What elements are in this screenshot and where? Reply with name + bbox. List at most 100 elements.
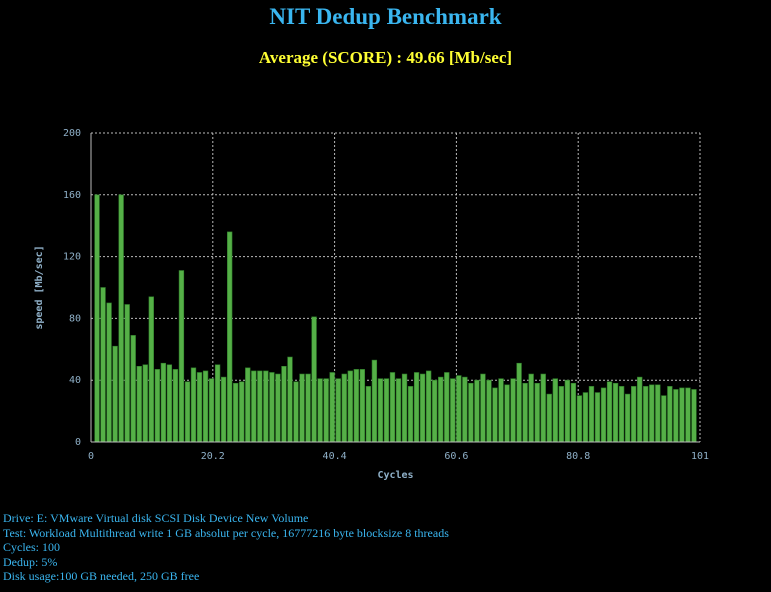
bar	[510, 378, 516, 443]
bar	[582, 392, 589, 443]
bar	[341, 373, 347, 443]
bar	[214, 364, 221, 443]
bar	[498, 378, 504, 443]
tick-labels: 0 40 80 120 160 200 0 20.2 40.4 60.6 80.8 101	[63, 128, 709, 462]
dedup-info: Dedup: 5%	[3, 554, 58, 569]
bar	[257, 370, 263, 443]
bar	[335, 378, 341, 443]
bar	[245, 367, 251, 443]
bar	[486, 379, 492, 443]
bar	[293, 381, 299, 443]
y-tick-label: 40	[69, 375, 81, 386]
bar	[323, 378, 329, 443]
bar	[419, 373, 426, 443]
bar	[606, 381, 613, 443]
bar	[371, 359, 378, 443]
bar	[112, 345, 118, 443]
bar	[612, 382, 619, 443]
test-info: Test: Workload Multithread write 1 GB ab…	[3, 525, 449, 540]
x-tick-label: 60.6	[444, 451, 468, 462]
bar	[631, 386, 637, 443]
bar	[359, 369, 365, 443]
x-tick-label: 80.8	[566, 451, 590, 462]
bar	[287, 356, 293, 443]
bar	[233, 382, 239, 443]
bar	[673, 389, 679, 443]
bar	[667, 386, 673, 443]
bar	[160, 362, 167, 443]
bar	[474, 379, 480, 443]
bar	[395, 378, 402, 443]
cycles-info: Cycles: 100	[3, 540, 60, 554]
bar	[588, 386, 595, 443]
bar	[516, 362, 522, 443]
bar	[534, 382, 540, 443]
bar	[383, 378, 390, 443]
bar	[305, 373, 311, 443]
y-axis-label: speed [Mb/sec]	[34, 245, 45, 329]
bar	[239, 381, 245, 443]
bar	[184, 381, 191, 443]
y-tick-label: 200	[63, 128, 81, 139]
bar	[100, 287, 106, 443]
bar	[438, 376, 444, 443]
bar	[685, 387, 691, 443]
bar	[637, 376, 643, 443]
bar	[413, 372, 420, 443]
bar	[552, 378, 558, 443]
bar	[546, 393, 552, 443]
bar	[426, 370, 432, 443]
bar	[576, 395, 583, 443]
x-tick-label: 0	[88, 451, 94, 462]
bar	[148, 296, 154, 443]
x-tick-label: 101	[691, 451, 709, 462]
bar	[492, 387, 498, 443]
bar	[468, 382, 474, 443]
average-score: Average (SCORE) : 49.66 [Mb/sec]	[258, 48, 513, 67]
bar	[275, 373, 281, 443]
y-tick-label: 80	[69, 313, 81, 324]
bar	[401, 373, 408, 443]
bar	[594, 392, 601, 443]
bar	[208, 378, 215, 443]
bar	[661, 395, 667, 443]
bar	[570, 382, 577, 443]
bar	[299, 373, 305, 443]
x-tick-label: 40.4	[323, 451, 347, 462]
chart-title: NIT Dedup Benchmark	[269, 4, 502, 29]
bar	[317, 378, 323, 443]
bar	[444, 372, 450, 443]
speed-bar-chart: 0 40 80 120 160 200 0 20.2 40.4 60.6 80.8 101 Cycle…	[34, 128, 709, 481]
bar	[456, 375, 462, 443]
bar	[377, 378, 384, 443]
bar	[624, 393, 631, 443]
bar	[504, 384, 510, 443]
bar	[178, 270, 185, 443]
bar	[564, 379, 570, 443]
bar	[643, 386, 649, 443]
bar	[353, 369, 359, 443]
bar	[365, 386, 372, 443]
bar	[94, 194, 100, 443]
bar	[130, 335, 136, 443]
drive-info: Drive: E: VMware Virtual disk SCSI Disk …	[3, 511, 309, 525]
benchmark-info: Drive: E: VMware Virtual disk SCSI Disk …	[3, 511, 449, 584]
axes	[90, 133, 700, 443]
bar	[649, 384, 655, 443]
bar	[281, 365, 287, 443]
bar	[118, 194, 124, 443]
bar	[450, 378, 456, 443]
bar	[166, 364, 173, 443]
bar	[480, 373, 486, 443]
bar	[389, 372, 396, 443]
x-tick-label: 20.2	[201, 451, 225, 462]
bar	[558, 386, 564, 443]
bar	[227, 231, 233, 443]
bars	[94, 194, 697, 443]
y-tick-label: 120	[63, 252, 81, 263]
bar	[311, 316, 317, 443]
bar	[329, 372, 335, 443]
bar	[655, 384, 661, 443]
bar	[462, 376, 468, 443]
bar	[600, 387, 607, 443]
